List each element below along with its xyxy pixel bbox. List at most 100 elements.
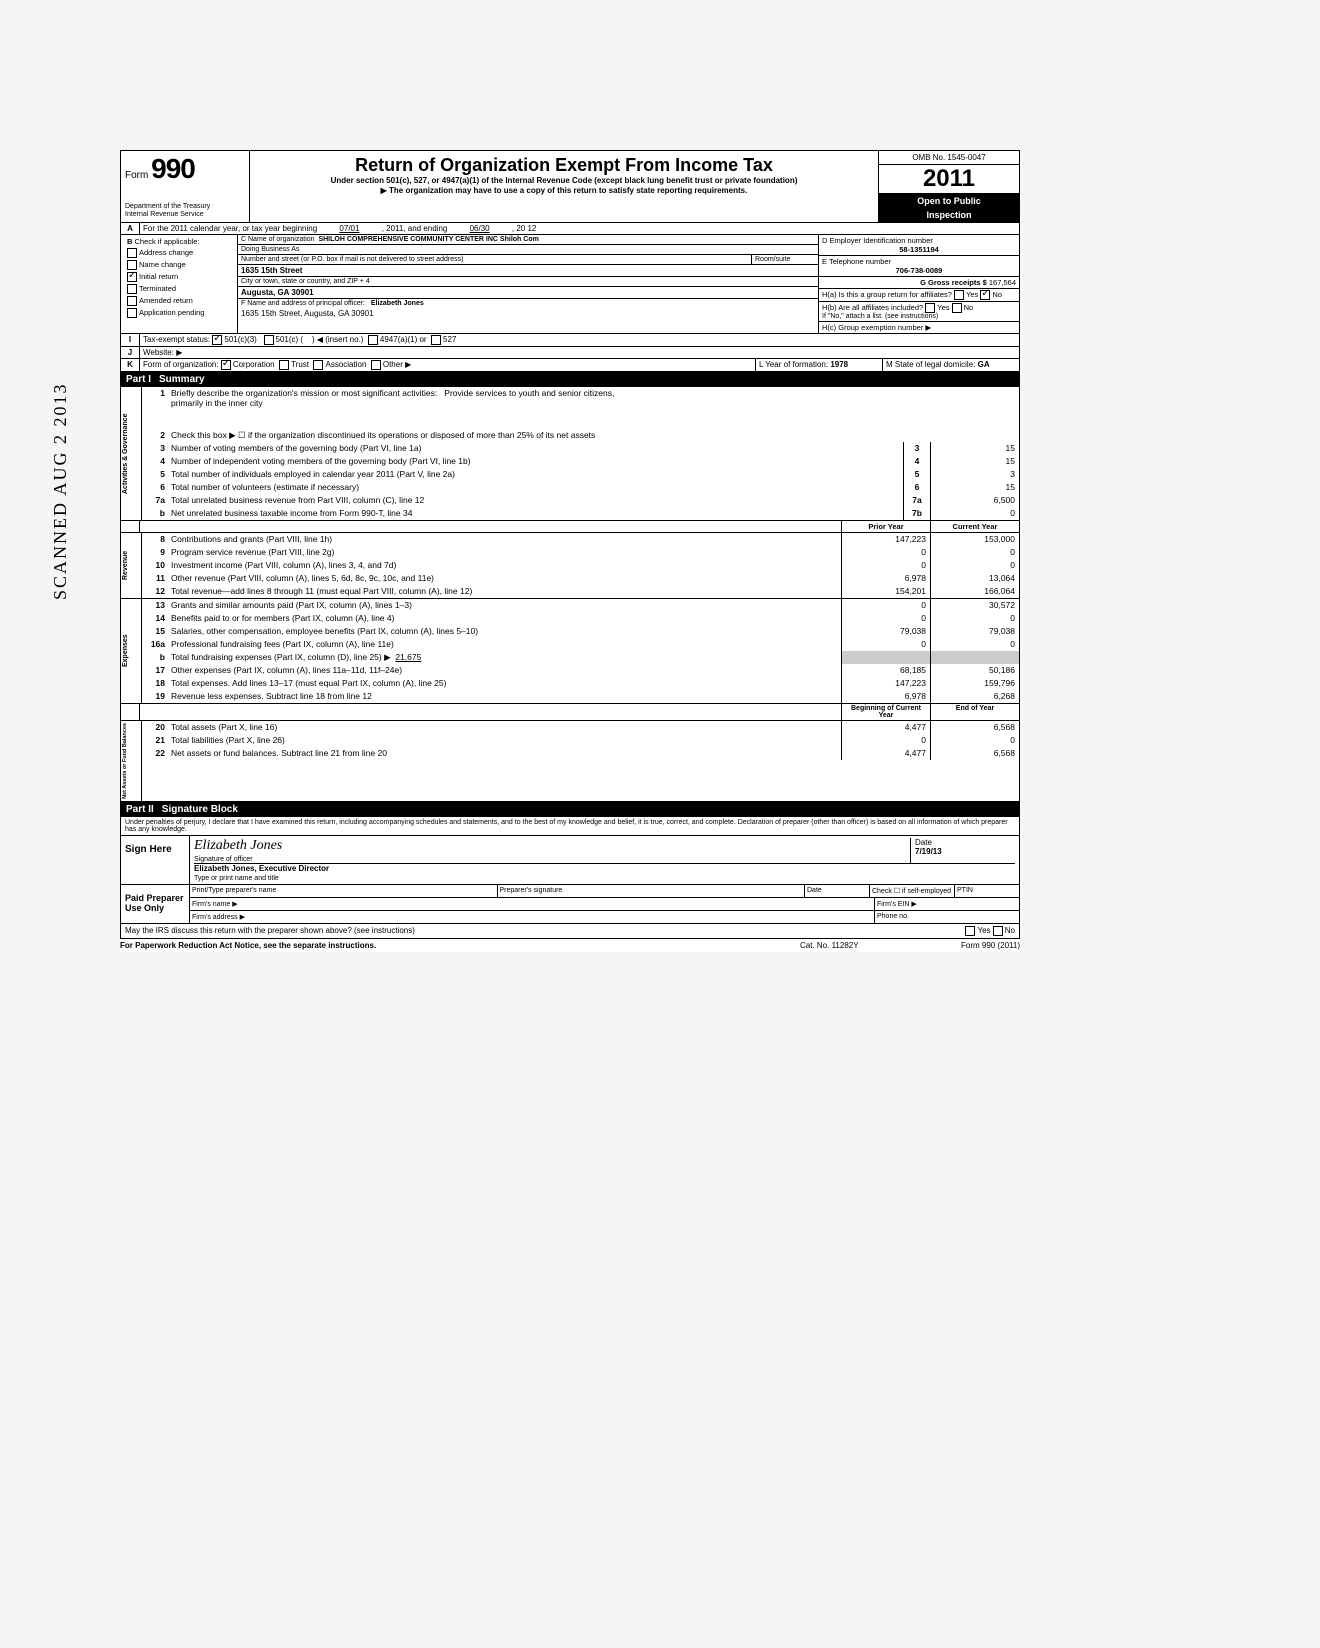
org-name: SHILOH COMPREHENSIVE COMMUNITY CENTER IN… <box>318 236 538 243</box>
irs-discuss-text: May the IRS discuss this return with the… <box>125 926 965 936</box>
line-17-num: 17 <box>142 664 169 677</box>
checkbox-ha-yes[interactable] <box>954 290 964 300</box>
line-7b-num: b <box>142 507 169 520</box>
checkbox-discuss-no[interactable] <box>993 926 1003 936</box>
label-c: C Name of organization <box>241 236 315 243</box>
checkbox-4947[interactable] <box>368 335 378 345</box>
line-14-curr: 0 <box>930 612 1019 625</box>
label-i: I <box>121 334 140 346</box>
addr-label: Number and street (or P.O. box if mail i… <box>241 256 463 263</box>
expenses-block: Expenses 13Grants and similar amounts pa… <box>120 599 1020 704</box>
checkbox-discuss-yes[interactable] <box>965 926 975 936</box>
label-a: A <box>121 223 140 234</box>
sig-date: 7/19/13 <box>915 847 942 856</box>
line-12-num: 12 <box>142 585 169 598</box>
line-4-val: 15 <box>930 455 1019 468</box>
tax-year: 2011 <box>879 165 1019 194</box>
line-16a-prior: 0 <box>841 638 930 651</box>
line-18-prior: 147,223 <box>841 677 930 690</box>
paperwork-notice: For Paperwork Reduction Act Notice, see … <box>120 941 800 950</box>
sig-date-label: Date <box>915 838 932 847</box>
line-8-curr: 153,000 <box>930 533 1019 546</box>
line-20-curr: 6,568 <box>930 721 1019 734</box>
hb-yes: Yes <box>937 303 949 312</box>
officer-label: F Name and address of principal officer: <box>241 300 365 307</box>
line-7b-text: Net unrelated business taxable income fr… <box>169 507 903 520</box>
line-3-val: 15 <box>930 442 1019 455</box>
label-j: J <box>121 347 140 358</box>
line-5-num: 5 <box>142 468 169 481</box>
line-16a-curr: 0 <box>930 638 1019 651</box>
revenue-label: Revenue <box>121 533 142 598</box>
line-k: K Form of organization: Corporation Trus… <box>120 359 1020 372</box>
line-13-text: Grants and similar amounts paid (Part IX… <box>169 599 841 612</box>
line-7a-text: Total unrelated business revenue from Pa… <box>169 494 903 507</box>
paid-preparer-label: Paid Preparer Use Only <box>121 885 190 923</box>
opt-initial-return: Initial return <box>139 272 178 281</box>
line-5-val: 3 <box>930 468 1019 481</box>
line-1-val: Provide services to youth and senior cit… <box>444 388 614 398</box>
part-i-header: Part I Summary <box>120 372 1020 387</box>
checkbox-application-pending[interactable] <box>127 308 137 318</box>
checkbox-assoc[interactable] <box>313 360 323 370</box>
checkbox-hb-yes[interactable] <box>925 303 935 313</box>
checkbox-ha-no[interactable] <box>980 290 990 300</box>
line-13-curr: 30,572 <box>930 599 1019 612</box>
inspection: Inspection <box>879 208 1019 222</box>
line-20-text: Total assets (Part X, line 16) <box>169 721 841 734</box>
line-10-num: 10 <box>142 559 169 572</box>
checkbox-terminated[interactable] <box>127 284 137 294</box>
line-21-curr: 0 <box>930 734 1019 747</box>
part-i-title: Summary <box>159 374 205 385</box>
label-e: E Telephone number <box>822 257 891 266</box>
beginning-year-label: Beginning of Current Year <box>841 704 930 720</box>
line-6-num: 6 <box>142 481 169 494</box>
line-11-num: 11 <box>142 572 169 585</box>
checkbox-initial-return[interactable] <box>127 272 137 282</box>
checkbox-trust[interactable] <box>279 360 289 370</box>
scanned-stamp: SCANNED AUG 2 2013 <box>50 382 71 600</box>
opt-insert: ) ◀ (insert no.) <box>312 335 364 344</box>
checkbox-hb-no[interactable] <box>952 303 962 313</box>
h-b: H(b) Are all affiliates included? <box>822 303 923 312</box>
line-12-text: Total revenue—add lines 8 through 11 (mu… <box>169 585 841 598</box>
line-9-text: Program service revenue (Part VIII, line… <box>169 546 841 559</box>
sign-here-label: Sign Here <box>121 836 190 884</box>
h-b2: If "No," attach a list. (see instruction… <box>822 313 1016 320</box>
netassets-label: Net Assets or Fund Balances <box>121 721 142 801</box>
line-16b-prior <box>841 651 930 664</box>
line-12-prior: 154,201 <box>841 585 930 598</box>
ha-yes: Yes <box>966 290 978 299</box>
telephone: 706-738-0089 <box>822 266 1016 275</box>
form-subtitle2: ▶ The organization may have to use a cop… <box>254 186 874 196</box>
discuss-yes: Yes <box>977 926 990 935</box>
checkbox-other[interactable] <box>371 360 381 370</box>
line-15-text: Salaries, other compensation, employee b… <box>169 625 841 638</box>
checkbox-501c[interactable] <box>264 335 274 345</box>
line-15-prior: 79,038 <box>841 625 930 638</box>
label-d: D Employer Identification number <box>822 236 933 245</box>
city-label: City or town, state or country, and ZIP … <box>238 277 818 287</box>
opt-501c3: 501(c)(3) <box>224 335 256 344</box>
line-6-text: Total number of volunteers (estimate if … <box>169 481 903 494</box>
cat-no: Cat. No. 11282Y <box>800 941 920 950</box>
checkbox-amended[interactable] <box>127 296 137 306</box>
form-subtitle1: Under section 501(c), 527, or 4947(a)(1)… <box>254 176 874 186</box>
expenses-label: Expenses <box>121 599 142 703</box>
checkbox-name-change[interactable] <box>127 260 137 270</box>
line-10-text: Investment income (Part VIII, column (A)… <box>169 559 841 572</box>
checkbox-address-change[interactable] <box>127 248 137 258</box>
line-17-prior: 68,185 <box>841 664 930 677</box>
state-domicile: GA <box>978 360 990 369</box>
checkbox-501c3[interactable] <box>212 335 222 345</box>
form-page: Form 990 Department of the Treasury Inte… <box>120 150 1020 952</box>
line-4-box: 4 <box>903 455 930 468</box>
line-j: J Website: ▶ <box>120 347 1020 359</box>
checkbox-corp[interactable] <box>221 360 231 370</box>
tax-year-end: 06/30 <box>450 224 510 233</box>
line-16a-num: 16a <box>142 638 169 651</box>
label-g: G Gross receipts $ <box>920 278 987 287</box>
opt-amended: Amended return <box>139 296 193 305</box>
line-13-prior: 0 <box>841 599 930 612</box>
checkbox-527[interactable] <box>431 335 441 345</box>
